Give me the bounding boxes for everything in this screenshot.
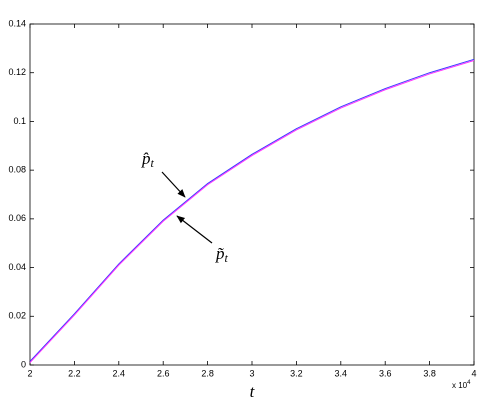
y-tick-label: 0.08 xyxy=(8,165,26,175)
plot-area xyxy=(29,23,475,366)
y-tick-label: 0.14 xyxy=(8,18,26,28)
x-tick-label: 4 xyxy=(471,368,476,378)
y-tick-label: 0.12 xyxy=(8,67,26,77)
x-multiplier-exponent: 4 xyxy=(467,380,471,386)
y-tick-label: 0.1 xyxy=(13,116,26,126)
annotation-subscript: t xyxy=(151,156,155,170)
annotation-arrow xyxy=(176,215,213,244)
x-tick-label: 3.8 xyxy=(423,368,436,378)
x-multiplier: x 104 xyxy=(452,380,471,391)
series-annotation: p̃t xyxy=(215,244,229,265)
y-tick-label: 0.02 xyxy=(8,311,26,321)
y-tick-label: 0.04 xyxy=(8,262,26,272)
y-tick-label: 0.06 xyxy=(8,213,26,223)
x-tick-label: 3 xyxy=(249,368,254,378)
x-tick-label: 2.6 xyxy=(157,368,170,378)
annotation-name: p̃ xyxy=(215,244,225,263)
x-axis-label: t xyxy=(250,382,256,400)
x-tick-label: 2.8 xyxy=(201,368,214,378)
data-line xyxy=(29,60,475,363)
x-tick-label: 3.2 xyxy=(290,368,303,378)
x-tick-label: 2.4 xyxy=(113,368,126,378)
annotation-name: p̂ xyxy=(141,149,151,168)
data-line xyxy=(29,58,475,362)
x-tick-label: 3.6 xyxy=(379,368,392,378)
series-annotation: p̂t xyxy=(141,149,155,170)
x-tick-label: 2.2 xyxy=(68,368,81,378)
annotation-arrow xyxy=(161,171,186,198)
x-multiplier-base: x 10 xyxy=(452,381,468,390)
y-tick-label: 0 xyxy=(21,359,26,369)
x-tick-label: 2 xyxy=(27,368,32,378)
x-tick-label: 3.4 xyxy=(335,368,348,378)
annotation-subscript: t xyxy=(225,251,229,265)
